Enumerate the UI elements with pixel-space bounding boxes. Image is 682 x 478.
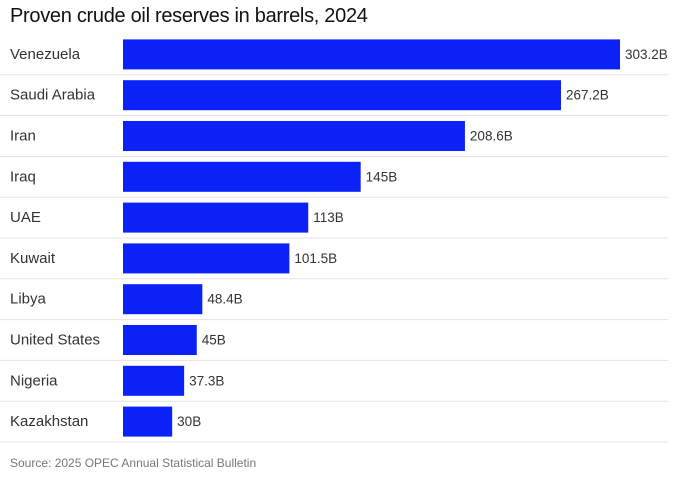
- category-label: Nigeria: [10, 372, 58, 389]
- bar-united-states: [123, 325, 197, 355]
- value-label: 303.2B: [625, 47, 668, 62]
- chart-title: Proven crude oil reserves in barrels, 20…: [10, 5, 368, 27]
- bar-chart: Venezuela 303.2B Saudi Arabia 267.2B Iran 208…: [0, 39, 668, 443]
- bar-iraq: [123, 161, 361, 192]
- bar-kazakhstan: [123, 406, 173, 437]
- bar-nigeria: [123, 365, 185, 396]
- source-note: Source: 2025 OPEC Annual Statistical Bul…: [10, 456, 257, 470]
- value-label: 267.2B: [566, 88, 609, 103]
- category-label: Iraq: [10, 168, 36, 185]
- value-label: 208.6B: [470, 129, 513, 144]
- value-label: 48.4B: [207, 292, 242, 307]
- category-label: Libya: [10, 291, 47, 308]
- value-label: 101.5B: [294, 251, 337, 266]
- value-label: 30B: [177, 414, 201, 429]
- value-label: 37.3B: [189, 373, 224, 388]
- bar-venezuela: [123, 39, 620, 70]
- bar-uae: [123, 202, 309, 233]
- value-label: 145B: [366, 169, 398, 184]
- category-label: Iran: [10, 128, 36, 145]
- value-label: 45B: [202, 333, 226, 348]
- value-label: 113B: [313, 210, 344, 225]
- category-label: Saudi Arabia: [10, 87, 96, 104]
- bar-iran: [123, 121, 465, 151]
- bar-libya: [123, 284, 203, 315]
- category-label: UAE: [10, 209, 41, 226]
- category-label: Venezuela: [10, 46, 81, 63]
- category-label: Kazakhstan: [10, 413, 88, 430]
- category-label: United States: [10, 332, 100, 349]
- category-label: Kuwait: [10, 250, 56, 267]
- bar-kuwait: [123, 243, 290, 274]
- bar-saudi-arabia: [123, 80, 561, 111]
